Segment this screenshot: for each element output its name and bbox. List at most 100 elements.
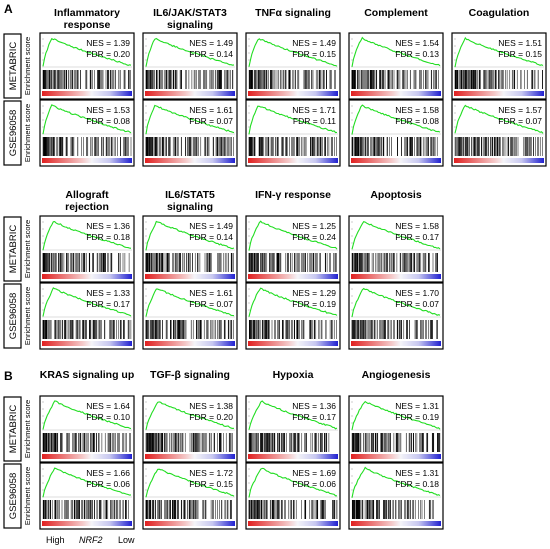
enrichment-curve: [454, 36, 544, 68]
ranked-list-bar: [454, 158, 544, 163]
gene-set-title: TNFα signaling: [255, 7, 331, 19]
nes-value: NES = 1.58: [395, 221, 439, 231]
fdr-value: FDR = 0.07: [395, 299, 439, 309]
dataset-label: GSE96058: [8, 110, 19, 156]
ranked-list-bar: [351, 158, 441, 163]
fdr-value: FDR = 0.15: [498, 49, 542, 59]
gene-hit-barcode: [351, 137, 438, 156]
panel-label-b: B: [4, 369, 13, 383]
enrichment-curve: [145, 468, 235, 498]
enrichment-curve: [145, 37, 235, 67]
nes-value: NES = 1.71: [292, 105, 336, 115]
gene-set-title: Complement: [364, 7, 428, 19]
gene-set-title: Apoptosis: [370, 189, 421, 201]
ranked-list-bar: [454, 91, 544, 96]
fdr-value: FDR = 0.07: [189, 299, 233, 309]
ranked-list-bar: [42, 91, 132, 96]
gene-hit-barcode: [248, 433, 330, 452]
nes-value: NES = 1.36: [86, 221, 130, 231]
nes-value: NES = 1.61: [189, 105, 233, 115]
x-axis-high-label: High: [46, 535, 65, 545]
nes-value: NES = 1.72: [189, 468, 233, 478]
enrichment-curve: [42, 37, 132, 67]
row-label-metabric: METABRIC Enrichment score: [3, 396, 32, 462]
enrichment-curve: [248, 287, 338, 317]
fdr-value: FDR = 0.14: [189, 49, 233, 59]
nes-value: NES = 1.29: [292, 288, 336, 298]
enrichment-curve: [42, 400, 132, 430]
enrichment-curve: [351, 104, 441, 135]
ranked-list-bar: [351, 341, 441, 346]
enrichment-curve: [351, 466, 441, 498]
row-label-gse: GSE96058 Enrichment score: [3, 463, 32, 529]
gene-set-title: IL6/STAT5 signaling: [165, 189, 215, 213]
gene-set-title: Coagulation: [469, 7, 530, 19]
fdr-value: FDR = 0.07: [189, 116, 233, 126]
plot-frame: [348, 282, 444, 350]
gene-hit-barcode: [145, 320, 234, 339]
gene-set-title: Hypoxia: [273, 369, 314, 381]
fdr-value: FDR = 0.18: [395, 479, 439, 489]
nes-value: NES = 1.33: [86, 288, 130, 298]
enrichment-curve: [248, 105, 338, 135]
dataset-label-box: [3, 463, 22, 529]
panel-label-a: A: [4, 2, 13, 16]
nes-value: NES = 1.31: [395, 468, 439, 478]
gene-hit-barcode: [145, 137, 234, 156]
y-axis-label: Enrichment score: [23, 104, 32, 162]
enrichment-curve: [248, 400, 338, 430]
y-axis-label: Enrichment score: [23, 287, 32, 345]
dataset-label: METABRIC: [8, 405, 19, 454]
fdr-value: FDR = 0.11: [293, 116, 336, 126]
ranked-list-bar: [42, 158, 132, 163]
ranked-list-bar: [351, 274, 441, 279]
enrichment-curve: [42, 104, 132, 135]
gene-hit-barcode: [42, 253, 130, 272]
nes-value: NES = 1.38: [189, 401, 233, 411]
enrichment-curve: [145, 104, 235, 135]
nes-value: NES = 1.70: [395, 288, 439, 298]
x-axis-gene-label: NRF2: [79, 535, 103, 545]
row-label-gse: GSE96058 Enrichment score: [3, 100, 32, 166]
ranked-list-bar: [42, 274, 132, 279]
gene-hit-barcode: [145, 500, 232, 519]
gene-hit-barcode: [145, 70, 234, 89]
ranked-list-bar: [351, 454, 441, 459]
dataset-label: METABRIC: [8, 225, 19, 274]
gene-hit-barcode: [454, 137, 543, 156]
nes-value: NES = 1.66: [86, 468, 130, 478]
fdr-value: FDR = 0.07: [498, 116, 542, 126]
nes-value: NES = 1.57: [498, 105, 542, 115]
gene-hit-barcode: [248, 70, 336, 89]
gene-set-title: IL6/JAK/STAT3 signaling: [153, 7, 227, 31]
dataset-label-box: [3, 100, 22, 166]
enrichment-curve: [248, 38, 338, 67]
nes-value: NES = 1.39: [86, 38, 130, 48]
fdr-value: FDR = 0.17: [86, 299, 130, 309]
y-axis-label: Enrichment score: [23, 400, 32, 458]
nes-value: NES = 1.49: [189, 221, 233, 231]
ranked-list-bar: [145, 274, 235, 279]
gene-set-title: Allograft rejection: [65, 189, 109, 213]
ranked-list-bar: [248, 521, 338, 526]
gene-hit-barcode: [145, 253, 234, 272]
gene-hit-barcode: [248, 137, 337, 156]
fdr-value: FDR = 0.10: [86, 412, 130, 422]
enrichment-curve: [351, 287, 441, 318]
ranked-list-bar: [145, 341, 235, 346]
ranked-list-bar: [145, 158, 235, 163]
fdr-value: FDR = 0.19: [395, 412, 439, 422]
enrichment-curve: [145, 288, 235, 317]
fdr-value: FDR = 0.19: [292, 299, 336, 309]
ranked-list-bar: [248, 341, 338, 346]
dataset-label: METABRIC: [8, 42, 19, 91]
